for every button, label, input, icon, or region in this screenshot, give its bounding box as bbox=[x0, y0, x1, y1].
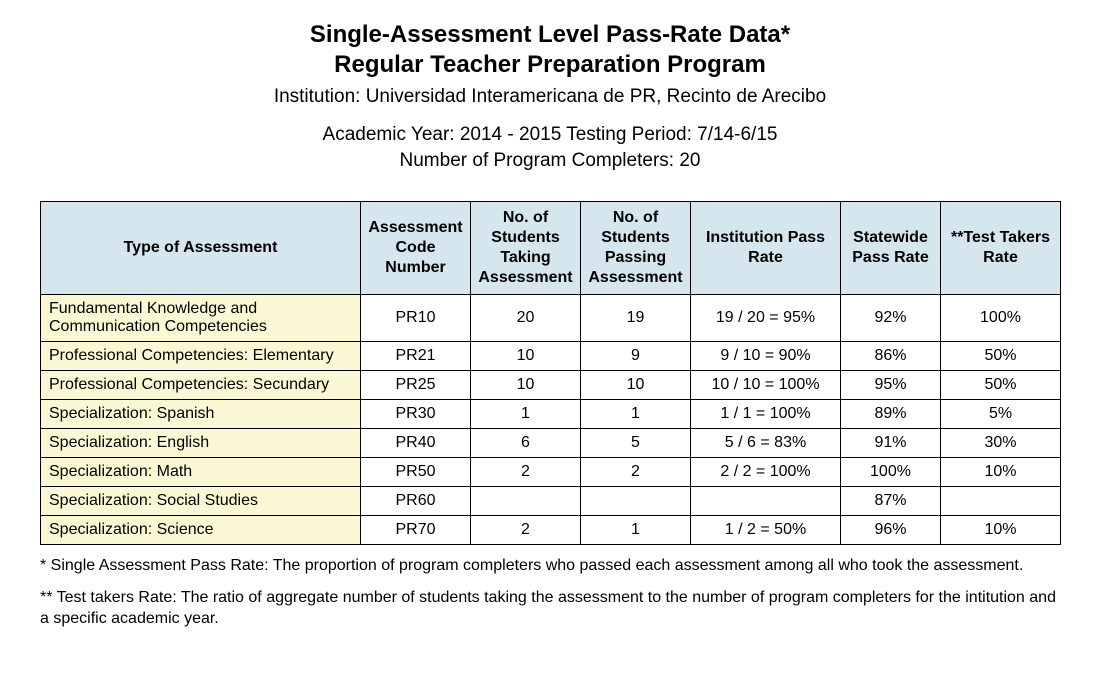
assessment-name-cell: Specialization: English bbox=[41, 429, 361, 458]
assessment-name-cell: Specialization: Social Studies bbox=[41, 487, 361, 516]
assessment-name-cell: Professional Competencies: Secundary bbox=[41, 371, 361, 400]
col-header-takers-rate: **Test Takers Rate bbox=[941, 202, 1061, 295]
institution-pass-rate-cell: 1 / 1 = 100% bbox=[691, 400, 841, 429]
test-takers-rate-cell: 50% bbox=[941, 342, 1061, 371]
statewide-pass-rate-cell: 86% bbox=[841, 342, 941, 371]
students-passing-cell: 1 bbox=[581, 516, 691, 545]
statewide-pass-rate-cell: 96% bbox=[841, 516, 941, 545]
institution-pass-rate-cell: 2 / 2 = 100% bbox=[691, 458, 841, 487]
assessment-code-cell: PR40 bbox=[361, 429, 471, 458]
statewide-pass-rate-cell: 95% bbox=[841, 371, 941, 400]
institution-pass-rate-cell: 19 / 20 = 95% bbox=[691, 295, 841, 342]
table-row: Fundamental Knowledge and Communication … bbox=[41, 295, 1061, 342]
meta-year-period: Academic Year: 2014 - 2015 Testing Perio… bbox=[40, 122, 1060, 148]
test-takers-rate-cell: 5% bbox=[941, 400, 1061, 429]
meta-completers: Number of Program Completers: 20 bbox=[40, 148, 1060, 174]
page-title-line2: Regular Teacher Preparation Program bbox=[40, 50, 1060, 80]
page-title-line1: Single-Assessment Level Pass-Rate Data* bbox=[40, 20, 1060, 50]
test-takers-rate-cell bbox=[941, 487, 1061, 516]
col-header-taking: No. of Students Taking Assessment bbox=[471, 202, 581, 295]
students-taking-cell: 6 bbox=[471, 429, 581, 458]
assessment-code-cell: PR21 bbox=[361, 342, 471, 371]
table-body: Fundamental Knowledge and Communication … bbox=[41, 295, 1061, 545]
table-row: Professional Competencies: SecundaryPR25… bbox=[41, 371, 1061, 400]
students-passing-cell: 10 bbox=[581, 371, 691, 400]
col-header-state-rate: Statewide Pass Rate bbox=[841, 202, 941, 295]
assessment-name-cell: Specialization: Math bbox=[41, 458, 361, 487]
footnote-pass-rate: * Single Assessment Pass Rate: The propo… bbox=[40, 555, 1060, 577]
students-passing-cell: 19 bbox=[581, 295, 691, 342]
students-passing-cell: 1 bbox=[581, 400, 691, 429]
test-takers-rate-cell: 10% bbox=[941, 516, 1061, 545]
students-taking-cell: 10 bbox=[471, 371, 581, 400]
assessment-name-cell: Specialization: Science bbox=[41, 516, 361, 545]
col-header-inst-rate: Institution Pass Rate bbox=[691, 202, 841, 295]
institution-pass-rate-cell: 1 / 2 = 50% bbox=[691, 516, 841, 545]
institution-pass-rate-cell bbox=[691, 487, 841, 516]
statewide-pass-rate-cell: 92% bbox=[841, 295, 941, 342]
statewide-pass-rate-cell: 100% bbox=[841, 458, 941, 487]
assessment-code-cell: PR60 bbox=[361, 487, 471, 516]
table-row: Professional Competencies: ElementaryPR2… bbox=[41, 342, 1061, 371]
assessment-code-cell: PR25 bbox=[361, 371, 471, 400]
table-row: Specialization: SciencePR70211 / 2 = 50%… bbox=[41, 516, 1061, 545]
col-header-type: Type of Assessment bbox=[41, 202, 361, 295]
students-taking-cell: 2 bbox=[471, 516, 581, 545]
table-header-row: Type of Assessment Assessment Code Numbe… bbox=[41, 202, 1061, 295]
assessment-code-cell: PR50 bbox=[361, 458, 471, 487]
assessment-code-cell: PR10 bbox=[361, 295, 471, 342]
pass-rate-table: Type of Assessment Assessment Code Numbe… bbox=[40, 201, 1061, 545]
col-header-passing: No. of Students Passing Assessment bbox=[581, 202, 691, 295]
institution-line: Institution: Universidad Interamericana … bbox=[40, 86, 1060, 108]
assessment-name-cell: Fundamental Knowledge and Communication … bbox=[41, 295, 361, 342]
students-passing-cell: 2 bbox=[581, 458, 691, 487]
students-passing-cell: 9 bbox=[581, 342, 691, 371]
test-takers-rate-cell: 100% bbox=[941, 295, 1061, 342]
assessment-code-cell: PR70 bbox=[361, 516, 471, 545]
institution-pass-rate-cell: 9 / 10 = 90% bbox=[691, 342, 841, 371]
students-passing-cell bbox=[581, 487, 691, 516]
assessment-name-cell: Specialization: Spanish bbox=[41, 400, 361, 429]
test-takers-rate-cell: 50% bbox=[941, 371, 1061, 400]
students-passing-cell: 5 bbox=[581, 429, 691, 458]
table-row: Specialization: Social StudiesPR60 87% bbox=[41, 487, 1061, 516]
table-row: Specialization: SpanishPR30111 / 1 = 100… bbox=[41, 400, 1061, 429]
institution-pass-rate-cell: 10 / 10 = 100% bbox=[691, 371, 841, 400]
statewide-pass-rate-cell: 89% bbox=[841, 400, 941, 429]
students-taking-cell: 10 bbox=[471, 342, 581, 371]
statewide-pass-rate-cell: 87% bbox=[841, 487, 941, 516]
students-taking-cell: 20 bbox=[471, 295, 581, 342]
table-row: Specialization: MathPR50222 / 2 = 100%10… bbox=[41, 458, 1061, 487]
institution-pass-rate-cell: 5 / 6 = 83% bbox=[691, 429, 841, 458]
assessment-code-cell: PR30 bbox=[361, 400, 471, 429]
students-taking-cell: 1 bbox=[471, 400, 581, 429]
statewide-pass-rate-cell: 91% bbox=[841, 429, 941, 458]
test-takers-rate-cell: 10% bbox=[941, 458, 1061, 487]
assessment-name-cell: Professional Competencies: Elementary bbox=[41, 342, 361, 371]
col-header-code: Assessment Code Number bbox=[361, 202, 471, 295]
test-takers-rate-cell: 30% bbox=[941, 429, 1061, 458]
table-row: Specialization: EnglishPR40655 / 6 = 83%… bbox=[41, 429, 1061, 458]
students-taking-cell: 2 bbox=[471, 458, 581, 487]
footnote-takers-rate: ** Test takers Rate: The ratio of aggreg… bbox=[40, 587, 1060, 630]
students-taking-cell bbox=[471, 487, 581, 516]
